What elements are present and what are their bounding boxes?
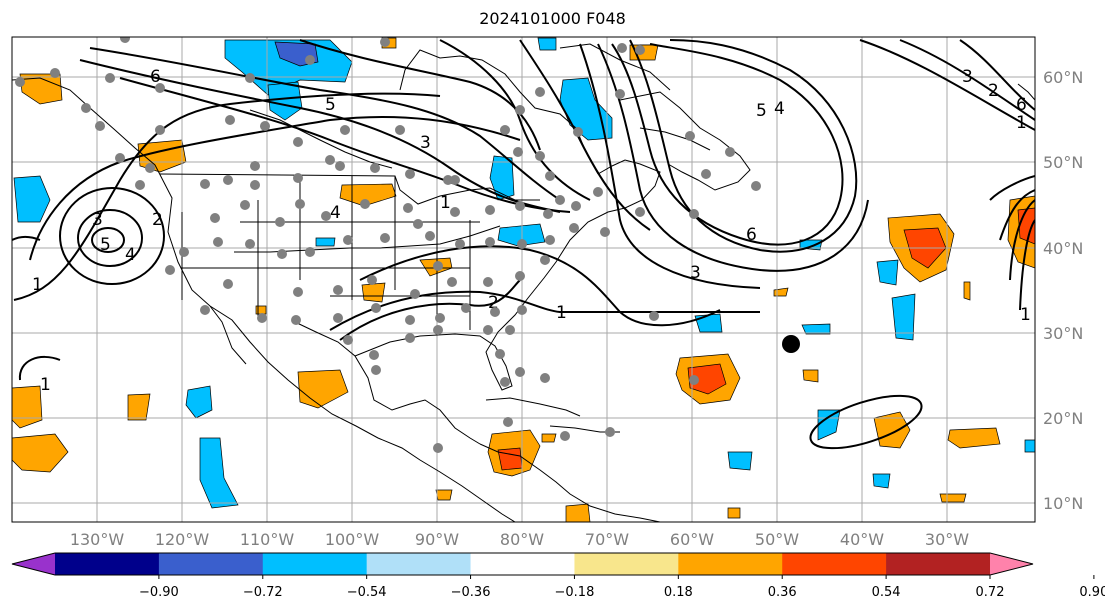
colorbar-segment [262, 553, 368, 575]
contour-label: 1 [32, 275, 43, 295]
colorbar-tick-label: −0.54 [347, 585, 387, 600]
contour-label: 5 [756, 101, 767, 121]
shaded-anomaly-field [12, 37, 1035, 522]
contour-label: 4 [330, 203, 341, 223]
latitude-label: 10°N [1043, 494, 1083, 513]
longitude-label: 80°W [500, 530, 544, 549]
contour-label: 3 [962, 67, 973, 87]
latitude-label: 50°N [1043, 153, 1083, 172]
contour-lines [12, 39, 1035, 450]
colorbar-segment [678, 553, 783, 575]
longitude-label: 120°W [155, 530, 210, 549]
longitude-label: 60°W [670, 530, 714, 549]
colorbar-tick-label: −0.36 [451, 585, 491, 600]
longitude-axis-labels: 130°W 120°W 110°W 100°W 90°W 80°W 70°W 6… [70, 530, 969, 549]
contour-label: 6 [150, 67, 161, 87]
longitude-label: 40°W [840, 530, 884, 549]
colorbar-ticks: −0.90 −0.72 −0.54 −0.36 −0.18 0.18 0.36 0.54 0.7… [139, 575, 1105, 600]
contour-label: 6 [1016, 95, 1027, 115]
colorbar-extend-low [12, 553, 55, 575]
colorbar-tick-label: −0.72 [243, 585, 283, 600]
contour-label: 4 [125, 245, 136, 265]
map-area: 6 5 4 3 2 1 3 5 4 2 1 1 1 6 3 5 4 6 3 2 … [12, 37, 1035, 522]
contour-label: 2 [988, 81, 999, 101]
colorbar-segment [574, 553, 679, 575]
contour-label-group: 6 5 4 3 2 1 3 5 4 2 1 1 1 6 3 5 4 6 3 2 … [32, 67, 1031, 395]
longitude-label: 90°W [415, 530, 459, 549]
latitude-label: 40°N [1043, 239, 1083, 258]
latitude-label: 30°N [1043, 324, 1083, 343]
colorbar-segment [55, 553, 160, 575]
station-markers [15, 37, 761, 453]
colorbar-tick-label: 0.54 [872, 585, 901, 600]
contour-label: 1 [1020, 305, 1031, 325]
map-title: 2024101000 F048 [479, 9, 626, 28]
longitude-label: 30°W [925, 530, 969, 549]
colorbar-segment [366, 553, 472, 575]
colorbar-extend-high [990, 553, 1033, 575]
latitude-label: 60°N [1043, 68, 1083, 87]
latitude-axis-labels: 60°N 50°N 40°N 30°N 20°N 10°N [1043, 68, 1083, 513]
colorbar-tick-label: 0.36 [768, 585, 797, 600]
colorbar-segment [886, 553, 991, 575]
longitude-label: 110°W [240, 530, 295, 549]
colorbar-tick-label: 0.72 [976, 585, 1005, 600]
colorbar-segment [470, 553, 575, 575]
colorbar: −0.90 −0.72 −0.54 −0.36 −0.18 0.18 0.36 0.54 0.7… [11, 552, 1105, 600]
contour-label: 1 [1016, 113, 1027, 133]
contour-label: 1 [440, 193, 451, 213]
colorbar-segments [11, 552, 1034, 576]
colorbar-outline [11, 552, 1034, 576]
longitude-label: 50°W [755, 530, 799, 549]
contour-label: 2 [152, 210, 163, 230]
colorbar-segment [158, 553, 264, 575]
contour-label: 3 [690, 263, 701, 283]
contour-label: 2 [488, 293, 499, 313]
longitude-label: 130°W [70, 530, 125, 549]
colorbar-tick-label: −0.18 [555, 585, 595, 600]
contour-label: 4 [774, 99, 785, 119]
colorbar-tick-label: 0.18 [664, 585, 693, 600]
latitude-label: 20°N [1043, 409, 1083, 428]
colorbar-tick-label: −0.90 [139, 585, 179, 600]
longitude-label: 70°W [585, 530, 629, 549]
longitude-label: 100°W [325, 530, 380, 549]
colorbar-tick-label: 0.90 [1079, 585, 1105, 600]
colorbar-segment [782, 553, 887, 575]
contour-label: 3 [420, 133, 431, 153]
contour-label: 5 [325, 95, 336, 115]
contour-label: 3 [92, 210, 103, 230]
contour-label: 6 [746, 225, 757, 245]
contour-label: 1 [40, 375, 51, 395]
contour-label: 5 [100, 235, 111, 255]
storm-center-marker [782, 335, 800, 353]
contour-label: 1 [556, 303, 567, 323]
map-frame [11, 36, 1036, 523]
